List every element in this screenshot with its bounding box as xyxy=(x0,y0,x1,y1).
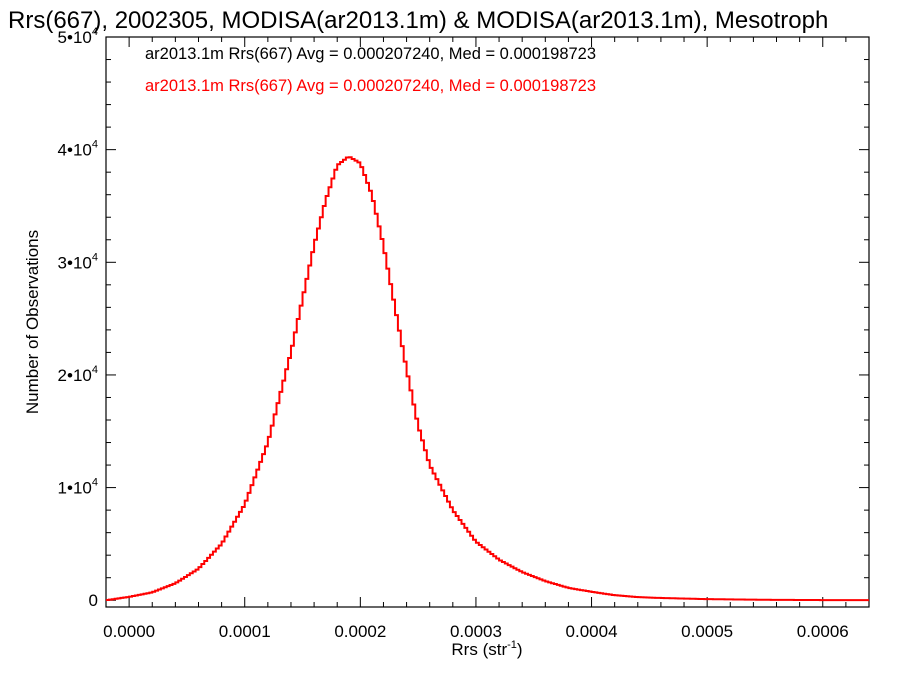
annotation-black-stats: ar2013.1m Rrs(667) Avg = 0.000207240, Me… xyxy=(145,45,596,63)
y-tick-exponent: 4 xyxy=(92,251,98,263)
x-tick-label: 0.0003 xyxy=(450,622,502,641)
y-tick-label: 5•104 xyxy=(58,26,98,47)
y-tick-mantissa: 2•10 xyxy=(58,366,92,385)
x-axis-label: Rrs (str-1) xyxy=(451,639,522,659)
x-axis-label-close: ) xyxy=(517,640,523,659)
x-tick-label: 0.0006 xyxy=(797,622,849,641)
y-tick-mantissa: 5•10 xyxy=(58,28,92,47)
chart-title: Rrs(667), 2002305, MODISA(ar2013.1m) & M… xyxy=(8,7,828,34)
plot-frame xyxy=(105,36,870,608)
annotation-red-stats: ar2013.1m Rrs(667) Avg = 0.000207240, Me… xyxy=(145,77,596,95)
y-tick-label: 3•104 xyxy=(58,251,98,272)
y-tick-label: 4•104 xyxy=(58,139,98,160)
x-axis-ticks: 0.0000 0.0001 0.0002 0.0003 0.0004 0.0005 0.00… xyxy=(103,37,870,641)
x-tick-label: 0.0001 xyxy=(219,622,271,641)
x-tick-label: 0.0002 xyxy=(334,622,386,641)
y-tick-mantissa: 4•10 xyxy=(58,141,92,160)
series-group xyxy=(106,156,869,602)
y-tick-exponent: 4 xyxy=(92,364,98,376)
x-axis-label-text: Rrs (str xyxy=(451,640,507,659)
histogram-series-line xyxy=(106,156,869,602)
y-axis-label: Number of Observations xyxy=(23,230,42,414)
x-tick-label: 0.0004 xyxy=(566,622,618,641)
y-tick-mantissa: 0 xyxy=(89,591,98,610)
y-tick-exponent: 4 xyxy=(92,477,98,489)
y-tick-mantissa: 3•10 xyxy=(58,253,92,272)
y-tick-mantissa: 1•10 xyxy=(58,479,92,498)
y-tick-exponent: 4 xyxy=(92,139,98,151)
x-tick-label: 0.0005 xyxy=(681,622,733,641)
x-tick-label: 0.0000 xyxy=(103,622,155,641)
y-tick-label: 0 xyxy=(89,591,98,610)
y-tick-label: 1•104 xyxy=(58,477,98,498)
y-tick-label: 2•104 xyxy=(58,364,98,385)
y-tick-exponent: 4 xyxy=(92,26,98,38)
x-axis-label-superscript: -1 xyxy=(507,639,517,651)
